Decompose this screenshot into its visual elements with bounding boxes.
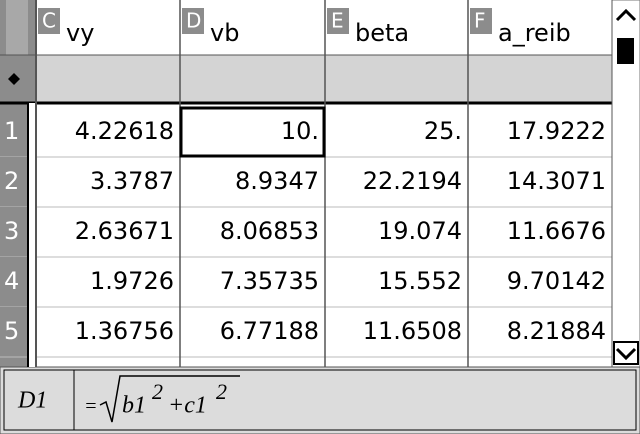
cell-value: 9.70142	[507, 267, 606, 295]
sqrt-sign	[99, 375, 240, 423]
column-letter: F	[474, 9, 486, 33]
column-name: vb	[210, 19, 239, 47]
cell-value: 25.	[424, 117, 462, 145]
cell-value: 17.9222	[507, 117, 606, 145]
formula-row-marker	[8, 73, 20, 85]
row-number: 4	[4, 267, 19, 295]
cell-value: 7.35735	[220, 267, 319, 295]
column-letter: C	[42, 9, 56, 33]
scroll-thumb[interactable]	[617, 38, 634, 64]
cell-value: 6.77188	[220, 317, 319, 345]
row-number: 1	[4, 117, 19, 145]
selected-cell	[179, 106, 326, 158]
cell-value: 2.63671	[75, 217, 174, 245]
cell-reference: D1	[17, 388, 47, 414]
corner	[6, 0, 28, 55]
column-letter-tab	[38, 8, 60, 34]
cell-value: 1.36756	[75, 317, 174, 345]
cell-value: 14.3071	[507, 167, 606, 195]
formula-exponent: 2	[152, 379, 163, 404]
cell-value: 11.6676	[507, 217, 606, 245]
column-letter-tab	[182, 8, 204, 34]
formula-bar	[0, 366, 640, 434]
formula-equals: =	[84, 396, 98, 418]
row-number-cell	[0, 207, 28, 257]
scroll-down-box[interactable]	[613, 341, 639, 365]
cell-value: 1.9726	[90, 267, 174, 295]
row-number-cell	[0, 157, 28, 207]
cell-value: 8.06853	[220, 217, 319, 245]
column-name: vy	[66, 19, 94, 47]
column-letter: E	[331, 9, 344, 33]
cell-value: 3.3787	[90, 167, 174, 195]
cell-value: 15.552	[378, 267, 462, 295]
row-number-cell	[0, 307, 28, 357]
row-number: 3	[4, 217, 19, 245]
column-letter-tab	[470, 8, 492, 34]
formula-exponent: 2	[216, 379, 227, 404]
header-row	[36, 0, 612, 55]
scroll-up[interactable]	[615, 8, 637, 22]
formula-row	[36, 55, 612, 103]
row-number: 5	[4, 317, 19, 345]
column-letter-tab	[327, 8, 349, 34]
formula-part: +c1	[168, 393, 207, 419]
column-letter: D	[186, 9, 201, 33]
formula-frame	[3, 369, 637, 431]
row-header-edge	[28, 103, 36, 367]
cell-value: 10.	[281, 117, 319, 145]
cell-value: 19.074	[378, 217, 462, 245]
formula-part: b1	[122, 393, 146, 419]
cell-value: 8.9347	[235, 167, 319, 195]
row-number-cell	[0, 107, 28, 157]
cell-value: 11.6508	[363, 317, 462, 345]
scroll-down[interactable]	[615, 347, 637, 361]
cell-value: 8.21884	[507, 317, 606, 345]
cell-value: 4.22618	[75, 117, 174, 145]
column-name: a_reib	[498, 19, 571, 47]
row-number-cell	[0, 257, 28, 307]
column-name: beta	[355, 19, 409, 47]
cell-value: 22.2194	[363, 167, 462, 195]
row-number: 2	[4, 167, 19, 195]
